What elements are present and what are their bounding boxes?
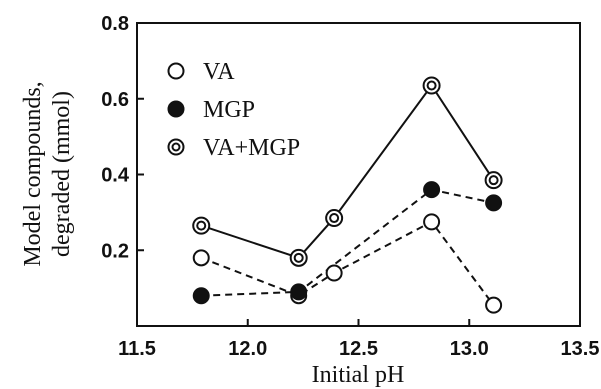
x-tick-label: 12.0 [228, 338, 267, 360]
point-va-mgp [289, 248, 308, 267]
legend-label-va-mgp: VA+MGP [203, 135, 300, 161]
y-tick-label: 0.4 [101, 165, 130, 187]
legend-marker-va [167, 62, 185, 80]
point-va [325, 264, 343, 282]
y-axis-label-line-1: Model compounds, [20, 81, 46, 266]
x-tick-label: 11.5 [118, 338, 156, 360]
series-markers [192, 76, 503, 314]
legend-marker-va-mgp-outer [167, 138, 185, 156]
legend-item-va: VA [167, 59, 235, 85]
x-axis-ticks: 11.5 12.0 12.5 13.0 13.5 [118, 319, 599, 360]
point-va [192, 249, 210, 267]
point-va-mgp [422, 76, 441, 95]
y-tick-label: 0.6 [101, 89, 129, 111]
point-va-mgp [484, 171, 503, 190]
x-tick-label: 13.5 [561, 338, 600, 360]
point-va-mgp-inner [329, 213, 340, 224]
point-va [485, 296, 503, 314]
point-mgp [192, 287, 210, 305]
legend-marker-va-mgp-inner [171, 142, 181, 152]
point-va-mgp [192, 216, 211, 235]
legend-label-va: VA [203, 59, 235, 85]
series-line-va [200, 220, 495, 306]
series-line-mgp [201, 188, 494, 297]
legend: VA MGP VA+MGP [167, 59, 300, 161]
x-tick-label: 13.0 [450, 338, 489, 360]
legend-marker-mgp [167, 100, 185, 118]
point-mgp [423, 181, 441, 199]
y-axis-ticks: 0.2 0.4 0.6 0.8 [101, 13, 144, 262]
legend-label-mgp: MGP [203, 97, 255, 123]
legend-item-mgp: MGP [167, 97, 255, 123]
point-va-mgp-inner [426, 80, 437, 91]
x-tick-label: 12.5 [339, 338, 378, 360]
point-va-mgp-inner [293, 252, 304, 263]
point-mgp [485, 194, 503, 212]
point-va-mgp-inner [196, 220, 207, 231]
point-va-mgp [325, 209, 344, 228]
x-axis-label: Initial pH [312, 362, 405, 388]
y-tick-label: 0.2 [101, 240, 129, 262]
point-va-mgp-inner [488, 175, 499, 186]
point-mgp [290, 283, 308, 301]
y-axis-label: Model compounds, degraded (mmol) [20, 81, 75, 266]
point-va [423, 213, 441, 231]
y-axis-label-line-2: degraded (mmol) [49, 91, 75, 257]
y-tick-label: 0.8 [101, 13, 129, 35]
legend-item-va-mgp: VA+MGP [167, 135, 300, 161]
